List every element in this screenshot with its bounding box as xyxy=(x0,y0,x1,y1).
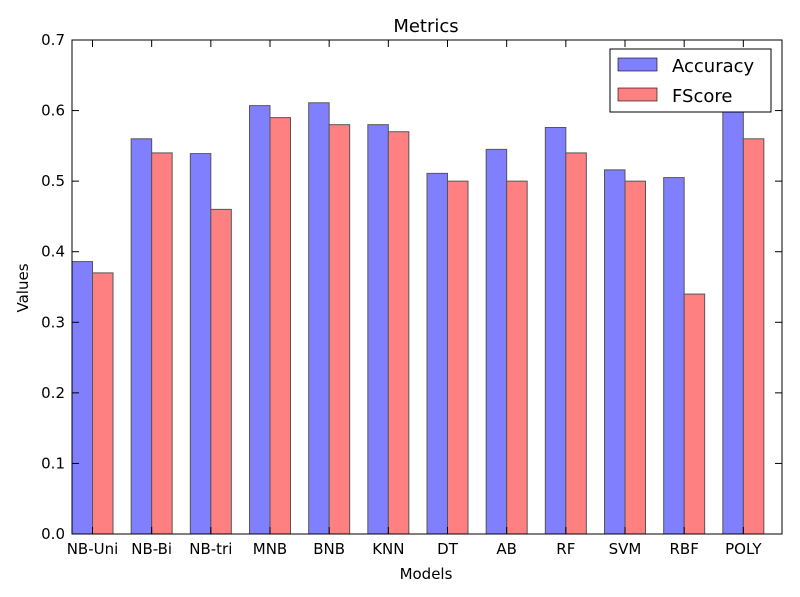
x-axis-label: Models xyxy=(400,565,453,583)
x-tick-label: NB-Uni xyxy=(67,540,119,558)
bar-fscore-bnb xyxy=(328,124,351,535)
bar-accuracy-nb-uni xyxy=(71,261,93,535)
x-tick-label: NB-Bi xyxy=(131,540,172,558)
y-tick-label: 0.0 xyxy=(41,525,65,543)
x-tick-label: DT xyxy=(437,540,459,558)
axes-group: 0.0 0.1 0.2 0.3 0.4 0.5 0.6 0.7 NB-Uni NB-Bi NB-tr… xyxy=(41,31,783,558)
bar-accuracy-nb-tri xyxy=(189,153,212,535)
y-axis-label: Values xyxy=(14,263,32,312)
y-tick-label: 0.5 xyxy=(41,172,65,190)
bar-accuracy-dt xyxy=(426,172,448,535)
bar-accuracy-rbf xyxy=(663,177,685,535)
legend-label-fscore: FScore xyxy=(672,86,732,107)
plot-frame xyxy=(71,39,783,535)
x-tick-label: AB xyxy=(496,540,517,558)
x-tick-label: BNB xyxy=(313,540,345,558)
y-tick-label: 0.6 xyxy=(41,102,65,120)
bar-accuracy-rf xyxy=(544,127,567,535)
x-tick-label: MNB xyxy=(253,540,287,558)
bar-fscore-nb-tri xyxy=(210,208,232,535)
x-tick-label: RBF xyxy=(669,540,698,558)
legend-swatch-fscore xyxy=(617,87,658,102)
legend-label-accuracy: Accuracy xyxy=(672,56,755,77)
bar-accuracy-ab xyxy=(485,148,508,535)
bar-accuracy-mnb xyxy=(249,105,271,535)
bar-fscore-rbf xyxy=(683,293,706,535)
bar-fscore-ab xyxy=(506,180,528,535)
y-tick-label: 0.3 xyxy=(41,313,65,331)
bar-accuracy-knn xyxy=(367,124,389,535)
y-tick-label: 0.2 xyxy=(41,384,65,402)
bar-fscore-dt xyxy=(447,180,469,535)
bar-fscore-poly xyxy=(742,138,765,535)
bars-group xyxy=(71,102,765,535)
bar-fscore-mnb xyxy=(269,117,291,535)
y-tick-label: 0.1 xyxy=(41,454,65,472)
bar-fscore-svm xyxy=(624,180,646,535)
x-tick-label: NB-tri xyxy=(189,540,232,558)
bar-fscore-nb-uni xyxy=(92,272,114,535)
bar-fscore-rf xyxy=(565,152,587,535)
bar-accuracy-nb-bi xyxy=(130,138,153,535)
bar-accuracy-svm xyxy=(604,169,626,535)
x-tick-label: POLY xyxy=(725,540,762,558)
bar-accuracy-poly xyxy=(722,110,744,535)
y-tick-label: 0.7 xyxy=(41,31,65,49)
y-tick-label: 0.4 xyxy=(41,243,65,261)
chart-title: Metrics xyxy=(393,16,458,37)
x-tick-label: SVM xyxy=(609,540,642,558)
bar-fscore-nb-bi xyxy=(151,152,173,535)
legend: Accuracy FScore xyxy=(609,48,772,113)
bar-fscore-knn xyxy=(387,131,410,535)
legend-swatch-accuracy xyxy=(617,57,658,72)
bar-accuracy-bnb xyxy=(308,102,330,535)
x-tick-label: KNN xyxy=(372,540,404,558)
x-tick-label: RF xyxy=(556,540,575,558)
